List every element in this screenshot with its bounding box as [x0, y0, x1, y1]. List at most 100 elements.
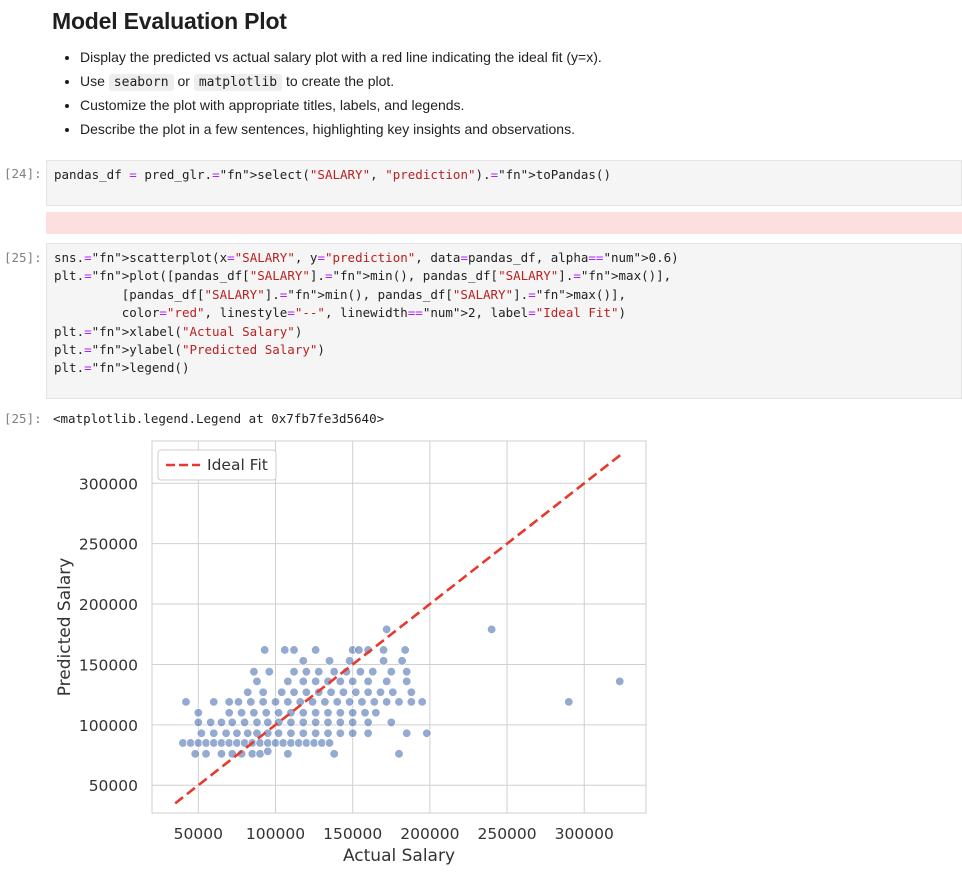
data-point	[270, 738, 281, 748]
data-point	[259, 645, 270, 655]
data-point	[247, 749, 258, 759]
data-point	[193, 717, 204, 728]
data-point	[298, 676, 308, 687]
data-point	[255, 749, 265, 759]
data-point	[286, 717, 296, 728]
data-point	[323, 717, 333, 728]
data-point	[386, 717, 396, 728]
data-point	[406, 687, 417, 697]
inline-code: seaborn	[108, 73, 174, 91]
data-point	[347, 728, 358, 738]
data-point	[301, 666, 312, 677]
data-point	[216, 738, 227, 748]
data-point	[216, 749, 227, 759]
data-point	[209, 697, 219, 707]
data-point	[286, 738, 296, 748]
y-tick-label: 250000	[79, 536, 138, 554]
y-tick-label: 50000	[89, 777, 138, 795]
code-editor[interactable]: pandas_df = pred_glr.="fn">select("SALAR…	[54, 167, 611, 182]
code-cell-24[interactable]: pandas_df = pred_glr.="fn">select("SALAR…	[46, 160, 962, 206]
code-editor[interactable]: sns.="fn">scatterplot(x="SALARY", y="pre…	[54, 250, 679, 376]
data-point	[335, 717, 346, 728]
data-point	[309, 738, 319, 748]
data-point	[298, 717, 308, 728]
list-item: Customize the plot with appropriate titl…	[80, 94, 602, 118]
ideal-fit-line	[174, 452, 624, 805]
data-point	[301, 687, 312, 697]
data-point	[564, 697, 574, 707]
data-point	[298, 656, 308, 666]
data-point	[301, 738, 312, 748]
data-point	[232, 738, 242, 748]
data-point	[252, 717, 262, 728]
data-point	[270, 697, 281, 707]
output-text: <matplotlib.legend.Legend at 0x7fb7fe3d5…	[53, 411, 385, 426]
data-point	[224, 697, 234, 707]
data-point	[324, 656, 335, 666]
data-point	[422, 728, 432, 738]
bullet-text: or	[173, 72, 194, 89]
data-point	[201, 749, 211, 759]
plot-area	[152, 441, 646, 813]
data-point	[289, 666, 299, 677]
data-point	[216, 717, 227, 728]
data-point	[247, 738, 258, 748]
data-point	[357, 697, 367, 707]
data-point	[190, 749, 200, 759]
data-point	[381, 697, 392, 707]
list-item: Describe the plot in a few sentences, hi…	[80, 118, 602, 142]
data-point	[289, 645, 299, 655]
data-point	[351, 687, 361, 697]
data-point	[338, 687, 349, 697]
data-point	[323, 728, 333, 738]
data-point	[355, 666, 366, 677]
data-point	[246, 697, 256, 707]
data-point	[402, 666, 412, 677]
data-point	[298, 728, 308, 738]
data-point	[354, 645, 364, 655]
data-point	[363, 676, 373, 687]
data-point	[196, 728, 207, 738]
x-tick-label: 150000	[323, 825, 382, 843]
data-point	[263, 746, 273, 757]
data-point	[386, 666, 396, 677]
data-point	[363, 645, 373, 655]
data-point	[249, 666, 259, 677]
code-cell-25[interactable]: sns.="fn">scatterplot(x="SALARY", y="pre…	[46, 243, 962, 399]
data-point	[323, 708, 333, 718]
data-point	[335, 676, 346, 687]
list-item: Display the predicted vs actual salary p…	[80, 46, 602, 70]
data-point	[280, 645, 290, 655]
data-point	[286, 728, 296, 738]
data-point	[224, 708, 234, 718]
data-point	[293, 738, 304, 748]
data-point	[615, 676, 625, 687]
data-point	[320, 697, 330, 707]
data-point	[243, 728, 253, 738]
data-point	[258, 687, 268, 697]
bullet-text: Customize the plot with appropriate titl…	[80, 97, 465, 113]
y-tick-label: 300000	[79, 475, 138, 493]
data-point	[286, 708, 296, 718]
data-point	[261, 708, 271, 718]
legend-box	[157, 449, 277, 481]
data-point	[310, 717, 321, 728]
data-point	[258, 697, 268, 707]
data-point	[239, 738, 250, 748]
data-point	[185, 738, 196, 748]
legend-label: Ideal Fit	[207, 456, 268, 474]
y-tick-label: 150000	[79, 656, 138, 674]
data-point	[323, 676, 333, 687]
data-point	[394, 749, 404, 759]
x-tick-label: 200000	[400, 825, 459, 843]
data-point	[298, 708, 308, 718]
data-point	[344, 656, 355, 666]
plot-frame	[151, 440, 647, 814]
data-point	[310, 728, 321, 738]
data-point	[264, 666, 275, 677]
data-point	[224, 738, 234, 748]
data-point	[344, 697, 355, 707]
data-point	[335, 728, 346, 738]
x-tick-label: 50000	[174, 825, 223, 843]
data-point	[227, 749, 237, 759]
